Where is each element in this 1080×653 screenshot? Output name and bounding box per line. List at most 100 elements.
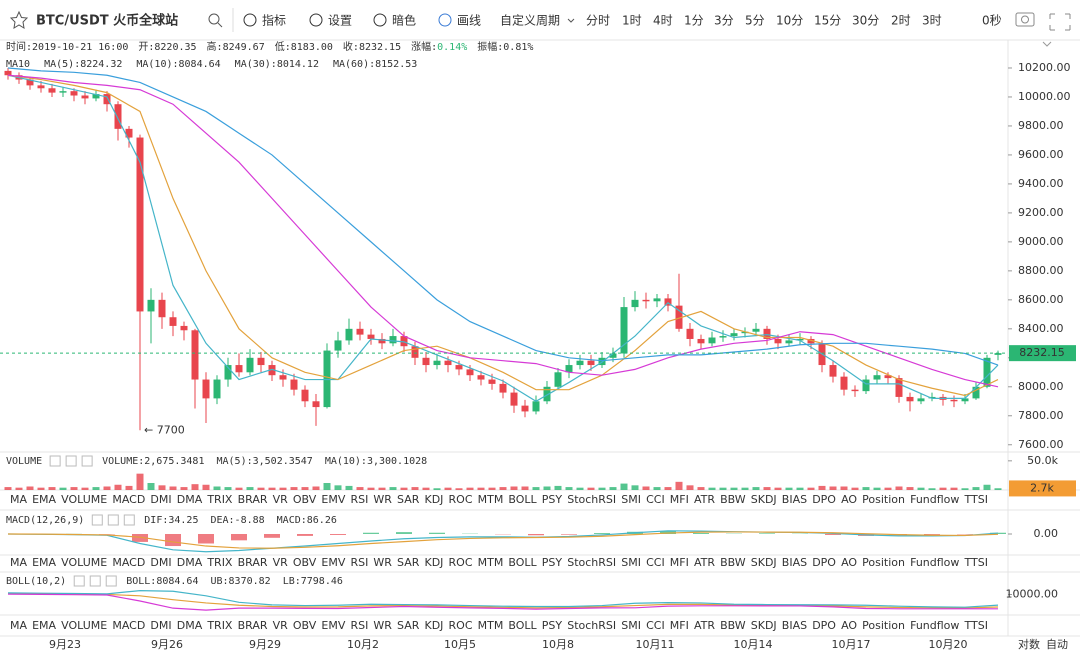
indicator-tab[interactable]: DMA <box>177 493 203 506</box>
indicator-tab[interactable]: SAR <box>397 493 420 506</box>
search-icon[interactable] <box>208 13 220 25</box>
indicator-tab[interactable]: SMI <box>621 619 641 632</box>
panel-icon[interactable] <box>73 575 85 587</box>
indicator-tab[interactable]: TRIX <box>206 619 233 632</box>
collapse-icon[interactable] <box>1042 41 1052 47</box>
indicator-tab[interactable]: DPO <box>812 619 836 632</box>
indicator-tab[interactable]: AO <box>841 619 857 632</box>
period-button[interactable]: 10分 <box>776 14 803 28</box>
panel-icon[interactable] <box>107 514 119 526</box>
indicator-tab[interactable]: CCI <box>646 493 665 506</box>
indicator-tab[interactable]: VR <box>273 556 289 569</box>
indicator-tab[interactable]: ROC <box>449 619 473 632</box>
indicator-tab[interactable]: BOLL <box>508 493 537 506</box>
indicator-tab[interactable]: BBW <box>720 619 746 632</box>
indicator-tab[interactable]: MACD <box>112 493 145 506</box>
indicator-tab[interactable]: TTSI <box>964 619 988 632</box>
indicator-tab[interactable]: MTM <box>478 556 504 569</box>
indicator-tab[interactable]: SMI <box>621 556 641 569</box>
period-button[interactable]: 分时 <box>586 14 610 28</box>
indicator-tab[interactable]: StochRSI <box>567 556 616 569</box>
indicator-tab[interactable]: SKDJ <box>751 556 777 569</box>
indicator-tab[interactable]: SKDJ <box>751 493 777 506</box>
indicator-tab[interactable]: SKDJ <box>751 619 777 632</box>
indicator-tab[interactable]: OBV <box>293 493 317 506</box>
indicator-tab[interactable]: ATR <box>694 619 715 632</box>
indicator-tab[interactable]: EMV <box>321 619 345 632</box>
indicator-tab[interactable]: AO <box>841 556 857 569</box>
indicator-tab[interactable]: TTSI <box>964 556 988 569</box>
period-button[interactable]: 3时 <box>922 14 942 28</box>
indicator-tab[interactable]: PSY <box>542 556 563 569</box>
custom-period[interactable]: 自定义周期 <box>500 13 560 28</box>
indicator-tab[interactable]: Position <box>862 493 905 506</box>
indicator-tab[interactable]: BRAR <box>238 493 268 506</box>
indicator-tab[interactable]: CCI <box>646 556 665 569</box>
indicator-tab[interactable]: MTM <box>478 493 504 506</box>
indicator-tab[interactable]: StochRSI <box>567 619 616 632</box>
indicator-tab[interactable]: StochRSI <box>567 493 616 506</box>
indicator-tab[interactable]: WR <box>373 493 392 506</box>
indicator-tab[interactable]: CCI <box>646 619 665 632</box>
indicator-tab[interactable]: DMI <box>150 619 171 632</box>
tool-button[interactable]: 指标 <box>262 13 286 28</box>
indicator-tab[interactable]: DMA <box>177 556 203 569</box>
indicator-tab[interactable]: MFI <box>670 619 689 632</box>
indicator-tab[interactable]: DPO <box>812 556 836 569</box>
indicator-tab[interactable]: EMV <box>321 556 345 569</box>
period-button[interactable]: 1分 <box>684 14 704 28</box>
panel-icon[interactable] <box>81 455 93 467</box>
indicator-tab[interactable]: EMV <box>321 493 345 506</box>
tool-button[interactable]: 暗色 <box>392 13 416 28</box>
indicator-tab[interactable]: BRAR <box>238 619 268 632</box>
indicator-tab[interactable]: RSI <box>350 493 368 506</box>
indicator-tab[interactable]: Fundflow <box>910 493 959 506</box>
indicator-tab[interactable]: WR <box>373 619 392 632</box>
period-button[interactable]: 15分 <box>814 14 841 28</box>
indicator-tab[interactable]: ROC <box>449 556 473 569</box>
indicator-tab[interactable]: MFI <box>670 493 689 506</box>
indicator-tab[interactable]: VOLUME <box>61 493 107 506</box>
indicator-tab[interactable]: BOLL <box>508 619 537 632</box>
indicator-tab[interactable]: VOLUME <box>61 556 107 569</box>
indicator-tab[interactable]: DMA <box>177 619 203 632</box>
fullscreen-icon[interactable] <box>1049 13 1071 31</box>
indicator-tab[interactable]: KDJ <box>425 619 444 632</box>
period-button[interactable]: 2时 <box>891 14 911 28</box>
tool-button[interactable]: 设置 <box>328 14 352 28</box>
indicator-tab[interactable]: BIAS <box>782 556 807 569</box>
indicator-tab[interactable]: Fundflow <box>910 556 959 569</box>
indicator-tab[interactable]: ROC <box>449 493 473 506</box>
indicator-tab[interactable]: BIAS <box>782 493 807 506</box>
indicator-tab[interactable]: AO <box>841 493 857 506</box>
panel-icon[interactable] <box>105 575 117 587</box>
indicator-tab[interactable]: RSI <box>350 619 368 632</box>
indicator-tab[interactable]: PSY <box>542 493 563 506</box>
indicator-tab[interactable]: MTM <box>478 619 504 632</box>
indicator-tab[interactable]: TRIX <box>206 493 233 506</box>
indicator-tab[interactable]: TRIX <box>206 556 233 569</box>
indicator-tab[interactable]: SAR <box>397 619 420 632</box>
indicator-tab[interactable]: WR <box>373 556 392 569</box>
period-button[interactable]: 30分 <box>852 14 879 28</box>
indicator-tab[interactable]: MACD <box>112 556 145 569</box>
indicator-tab[interactable]: SAR <box>397 556 420 569</box>
indicator-tab[interactable]: Position <box>862 556 905 569</box>
indicator-tab[interactable]: EMA <box>32 556 56 569</box>
indicator-tab[interactable]: TTSI <box>964 493 988 506</box>
tool-button[interactable]: 画线 <box>457 14 481 28</box>
indicator-tab[interactable]: VR <box>273 493 289 506</box>
indicator-tab[interactable]: ATR <box>694 556 715 569</box>
indicator-tab[interactable]: EMA <box>32 619 56 632</box>
indicator-tab[interactable]: KDJ <box>425 556 444 569</box>
indicator-tab[interactable]: EMA <box>32 493 56 506</box>
indicator-tab[interactable]: BRAR <box>238 556 268 569</box>
indicator-tab[interactable]: VOLUME <box>61 619 107 632</box>
indicator-tab[interactable]: MFI <box>670 556 689 569</box>
indicator-tab[interactable]: Position <box>862 619 905 632</box>
log-toggle[interactable]: 对数 <box>1018 637 1040 651</box>
indicator-tab[interactable]: DMI <box>150 556 171 569</box>
indicator-tab[interactable]: VR <box>273 619 289 632</box>
indicator-tab[interactable]: MA <box>10 493 27 506</box>
indicator-tab[interactable]: BBW <box>720 556 746 569</box>
